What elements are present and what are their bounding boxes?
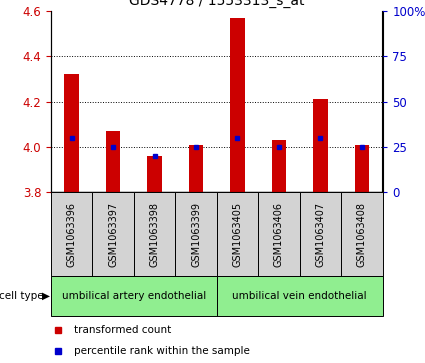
Text: GSM1063398: GSM1063398 [150, 201, 160, 267]
Bar [147, 156, 162, 192]
Bar [189, 145, 203, 192]
Bar [230, 18, 245, 192]
Text: GSM1063405: GSM1063405 [232, 201, 243, 267]
Bar [92, 192, 134, 276]
Bar [217, 192, 258, 276]
Bar [134, 192, 175, 276]
Text: GSM1063397: GSM1063397 [108, 201, 118, 267]
Text: percentile rank within the sample: percentile rank within the sample [74, 346, 250, 356]
Text: ▶: ▶ [42, 291, 50, 301]
Text: GSM1063407: GSM1063407 [315, 201, 326, 267]
Bar [354, 145, 369, 192]
Text: GSM1063406: GSM1063406 [274, 201, 284, 267]
Text: umbilical vein endothelial: umbilical vein endothelial [232, 291, 367, 301]
Bar [65, 74, 79, 192]
Bar [217, 276, 382, 316]
Bar [341, 192, 382, 276]
Text: GSM1063399: GSM1063399 [191, 201, 201, 267]
Text: cell type: cell type [0, 291, 47, 301]
Text: GSM1063396: GSM1063396 [67, 201, 77, 267]
Bar [106, 131, 120, 192]
Text: transformed count: transformed count [74, 325, 171, 335]
Bar [51, 276, 217, 316]
Bar [300, 192, 341, 276]
Text: GSM1063408: GSM1063408 [357, 201, 367, 267]
Bar [313, 99, 328, 192]
Title: GDS4778 / 1553313_s_at: GDS4778 / 1553313_s_at [129, 0, 304, 8]
Text: umbilical artery endothelial: umbilical artery endothelial [62, 291, 206, 301]
Bar [258, 192, 300, 276]
Bar [175, 192, 217, 276]
Bar [51, 192, 92, 276]
Bar [272, 140, 286, 192]
